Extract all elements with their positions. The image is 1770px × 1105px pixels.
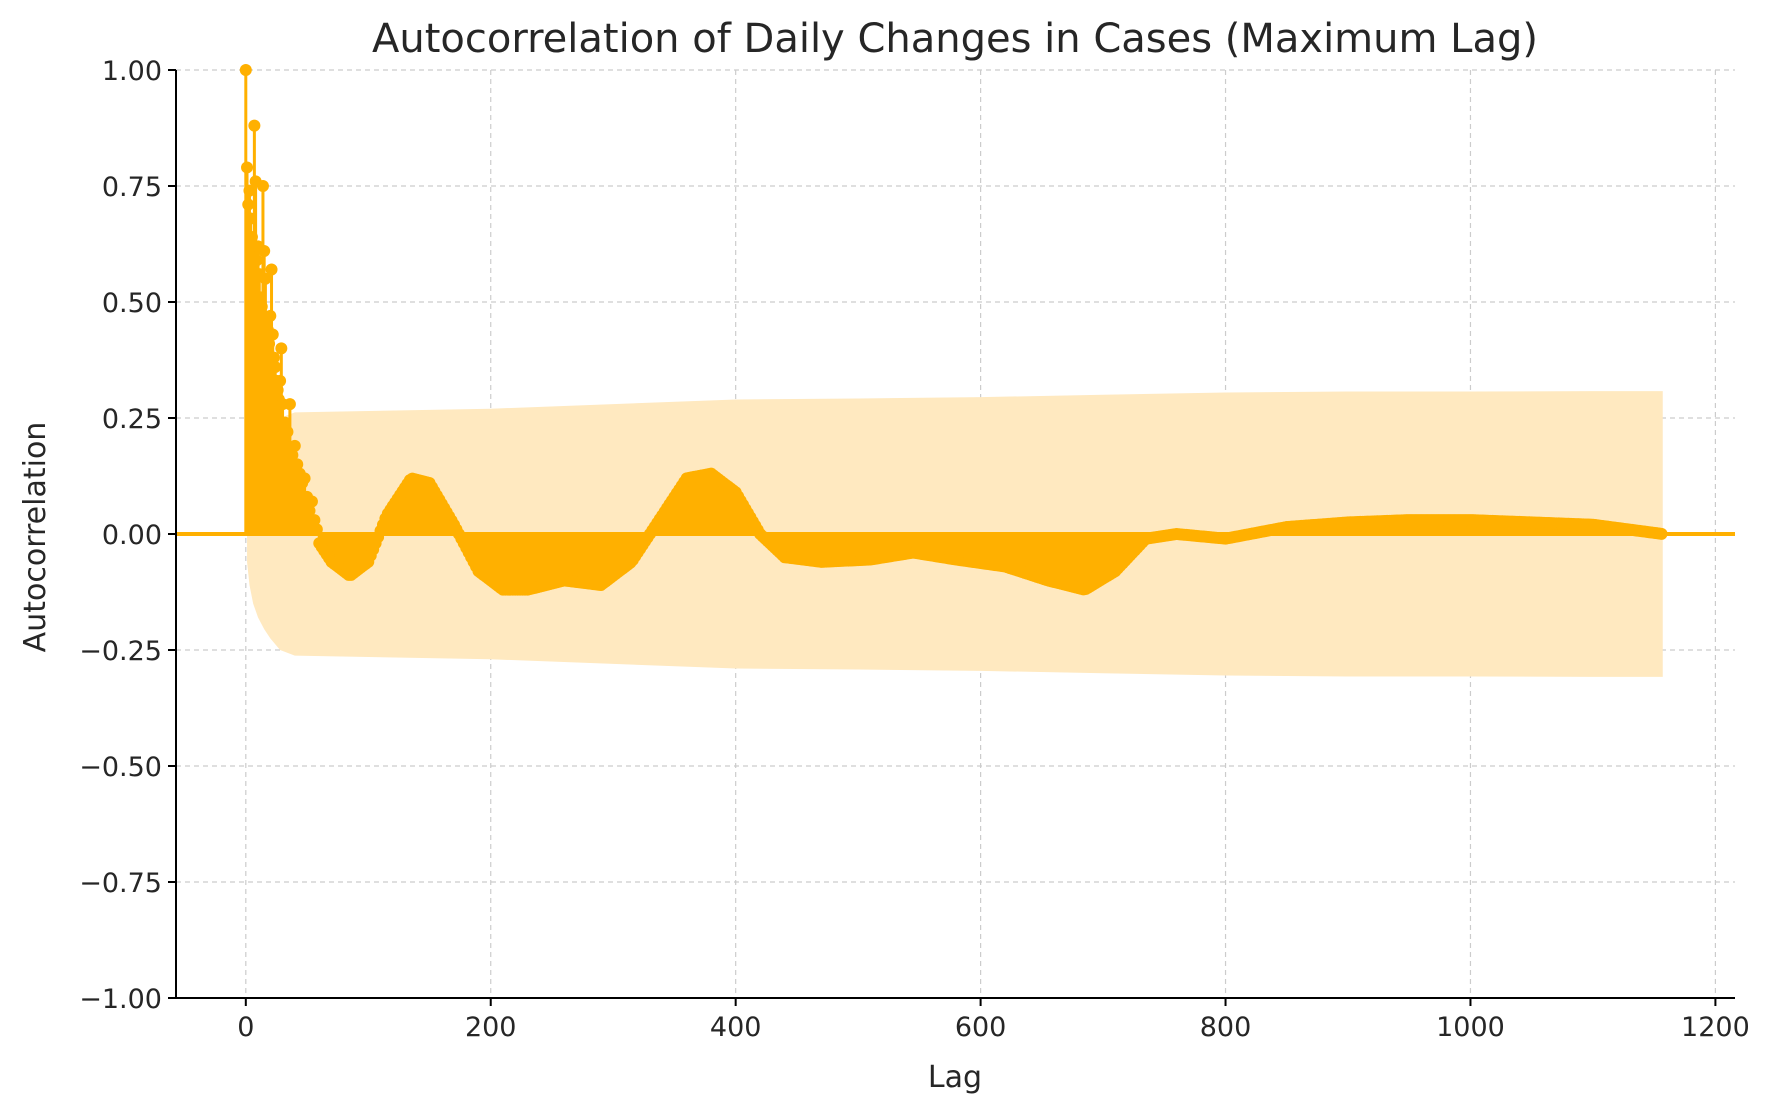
acf-point [244, 212, 257, 225]
acf-point [263, 337, 276, 350]
acf-point [242, 198, 255, 211]
x-tick-label: 1200 [1681, 1012, 1750, 1043]
x-tick-label: 200 [465, 1012, 517, 1043]
acf-point [239, 64, 252, 76]
acf-point [245, 231, 258, 244]
y-tick-label: 0.75 [102, 172, 162, 203]
y-tick-label: 1.00 [102, 56, 162, 87]
y-tick-label: −1.00 [79, 984, 162, 1015]
acf-point [271, 384, 284, 397]
y-tick-label: 0.00 [102, 520, 162, 551]
acf-point [267, 351, 280, 364]
y-tick-label: −0.75 [79, 868, 162, 899]
acf-point [274, 374, 287, 387]
acf-point [303, 504, 316, 517]
acf-point [288, 439, 301, 452]
y-tick-label: −0.50 [79, 752, 162, 783]
x-tick-label: 800 [1200, 1012, 1252, 1043]
tick-layer: 0 200 400 600 800 1000 1200 1.00 0.75 0.50 0.25 0.0… [79, 56, 1750, 1043]
x-axis-label: Lag [928, 1060, 982, 1095]
acf-point [243, 184, 256, 197]
y-axis-label: Autocorrelation [18, 422, 53, 653]
acf-point [1655, 527, 1668, 540]
acf-point [269, 360, 282, 373]
acf-point [255, 300, 268, 313]
acf-point [278, 416, 291, 429]
acf-point [248, 119, 261, 132]
acf-point [256, 180, 269, 192]
acf-point [308, 514, 321, 527]
acf-point [283, 398, 296, 411]
acf-point [264, 309, 277, 322]
y-tick-label: 0.25 [102, 404, 162, 435]
x-tick-label: 1000 [1436, 1012, 1505, 1043]
acf-point [241, 161, 254, 174]
acf-point [286, 449, 299, 462]
y-tick-label: 0.50 [102, 288, 162, 319]
acf-point [259, 272, 272, 285]
acf-point [265, 263, 278, 276]
acf-point [275, 342, 288, 355]
acf-point [250, 254, 263, 267]
acf-point [281, 425, 294, 438]
acf-point [266, 328, 279, 341]
x-tick-label: 400 [710, 1012, 762, 1043]
acf-point [310, 523, 323, 536]
acf-point [298, 472, 311, 485]
y-tick-label: −0.25 [79, 636, 162, 667]
x-tick-label: 600 [955, 1012, 1007, 1043]
acf-point [254, 291, 267, 304]
x-tick-label: 0 [237, 1012, 254, 1043]
stem-layer [176, 64, 1735, 596]
acf-point [305, 495, 318, 508]
acf-point [291, 458, 304, 471]
acf-point [258, 244, 271, 257]
chart-title: Autocorrelation of Daily Changes in Case… [372, 16, 1538, 62]
